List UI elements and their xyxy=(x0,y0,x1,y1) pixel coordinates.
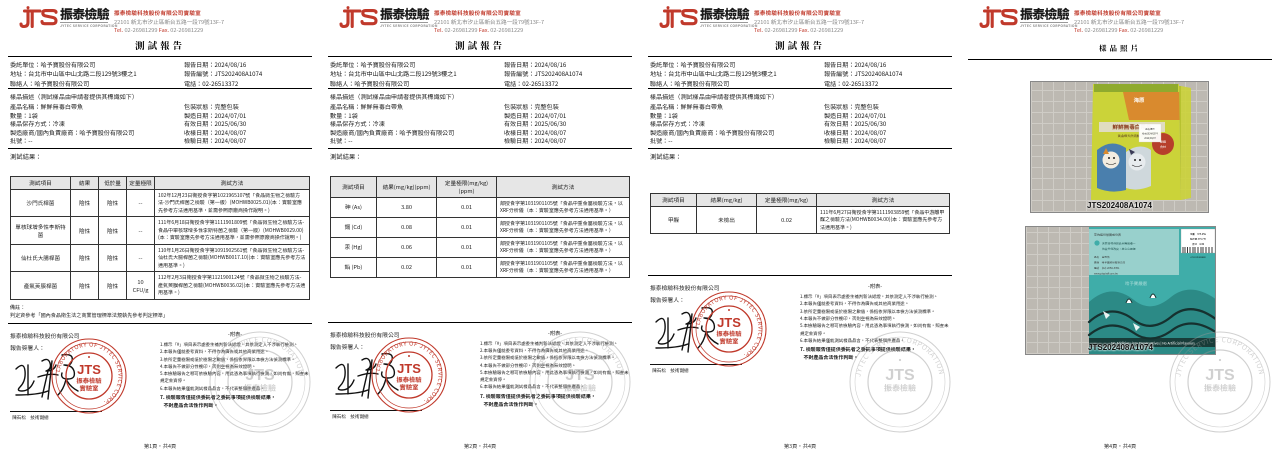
svg-text:的益升何改良，放心心選擇: 的益升何改良，放心心選擇 xyxy=(1102,247,1136,251)
svg-text:電話 (02) 2650-3351: 電話 (02) 2650-3351 xyxy=(1094,266,1120,270)
svg-text:保存期 375.7天: 保存期 375.7天 xyxy=(1190,237,1207,241)
svg-text:JTS: JTS xyxy=(77,362,101,377)
svg-text:振泰檢驗: 振泰檢驗 xyxy=(884,383,917,394)
svg-text:JTS: JTS xyxy=(1205,367,1235,384)
svg-text:www.pispisdf.com.tw: www.pispisdf.com.tw xyxy=(1094,272,1118,276)
svg-text:哈予寶嚴選: 哈予寶嚴選 xyxy=(1125,281,1148,287)
svg-text:4 711278 000620: 4 711278 000620 xyxy=(1190,256,1206,259)
svg-text:實驗室: 實驗室 xyxy=(80,384,99,393)
svg-text:淨重 375.85G: 淨重 375.85G xyxy=(1190,232,1206,236)
svg-text:批號2024A1074: 批號2024A1074 xyxy=(1142,132,1158,136)
svg-text:振泰檢驗: 振泰檢驗 xyxy=(244,383,277,394)
svg-text:JTS: JTS xyxy=(885,367,915,384)
svg-text:JTS: JTS xyxy=(245,367,275,384)
svg-text:實驗室: 實驗室 xyxy=(720,336,739,345)
svg-text:實驗室: 實驗室 xyxy=(400,383,419,392)
svg-text:JTS: JTS xyxy=(565,367,595,384)
svg-text:品名 白帶魚: 品名 白帶魚 xyxy=(1094,255,1110,259)
svg-text:平均每份營養成分表: 平均每份營養成分表 xyxy=(1094,232,1121,237)
svg-text:振泰檢驗: 振泰檢驗 xyxy=(564,383,597,394)
svg-text:2024/08/07: 2024/08/07 xyxy=(1144,136,1156,140)
svg-text:食材: 食材 xyxy=(1160,145,1166,149)
svg-text:天然食材保質品昇無選者一: 天然食材保質品昇無選者一 xyxy=(1102,242,1136,246)
svg-text:JTS: JTS xyxy=(717,315,741,330)
svg-text:廠商 哈予寶股份有限公司: 廠商 哈予寶股份有限公司 xyxy=(1094,261,1126,265)
svg-text:JTS: JTS xyxy=(397,361,421,376)
svg-text:品名標示: 品名標示 xyxy=(1145,127,1155,131)
svg-text:振泰檢驗: 振泰檢驗 xyxy=(1204,383,1237,394)
svg-text:產地 台灣: 產地 台灣 xyxy=(1191,242,1205,246)
svg-text:海原: 海原 xyxy=(1134,96,1145,104)
